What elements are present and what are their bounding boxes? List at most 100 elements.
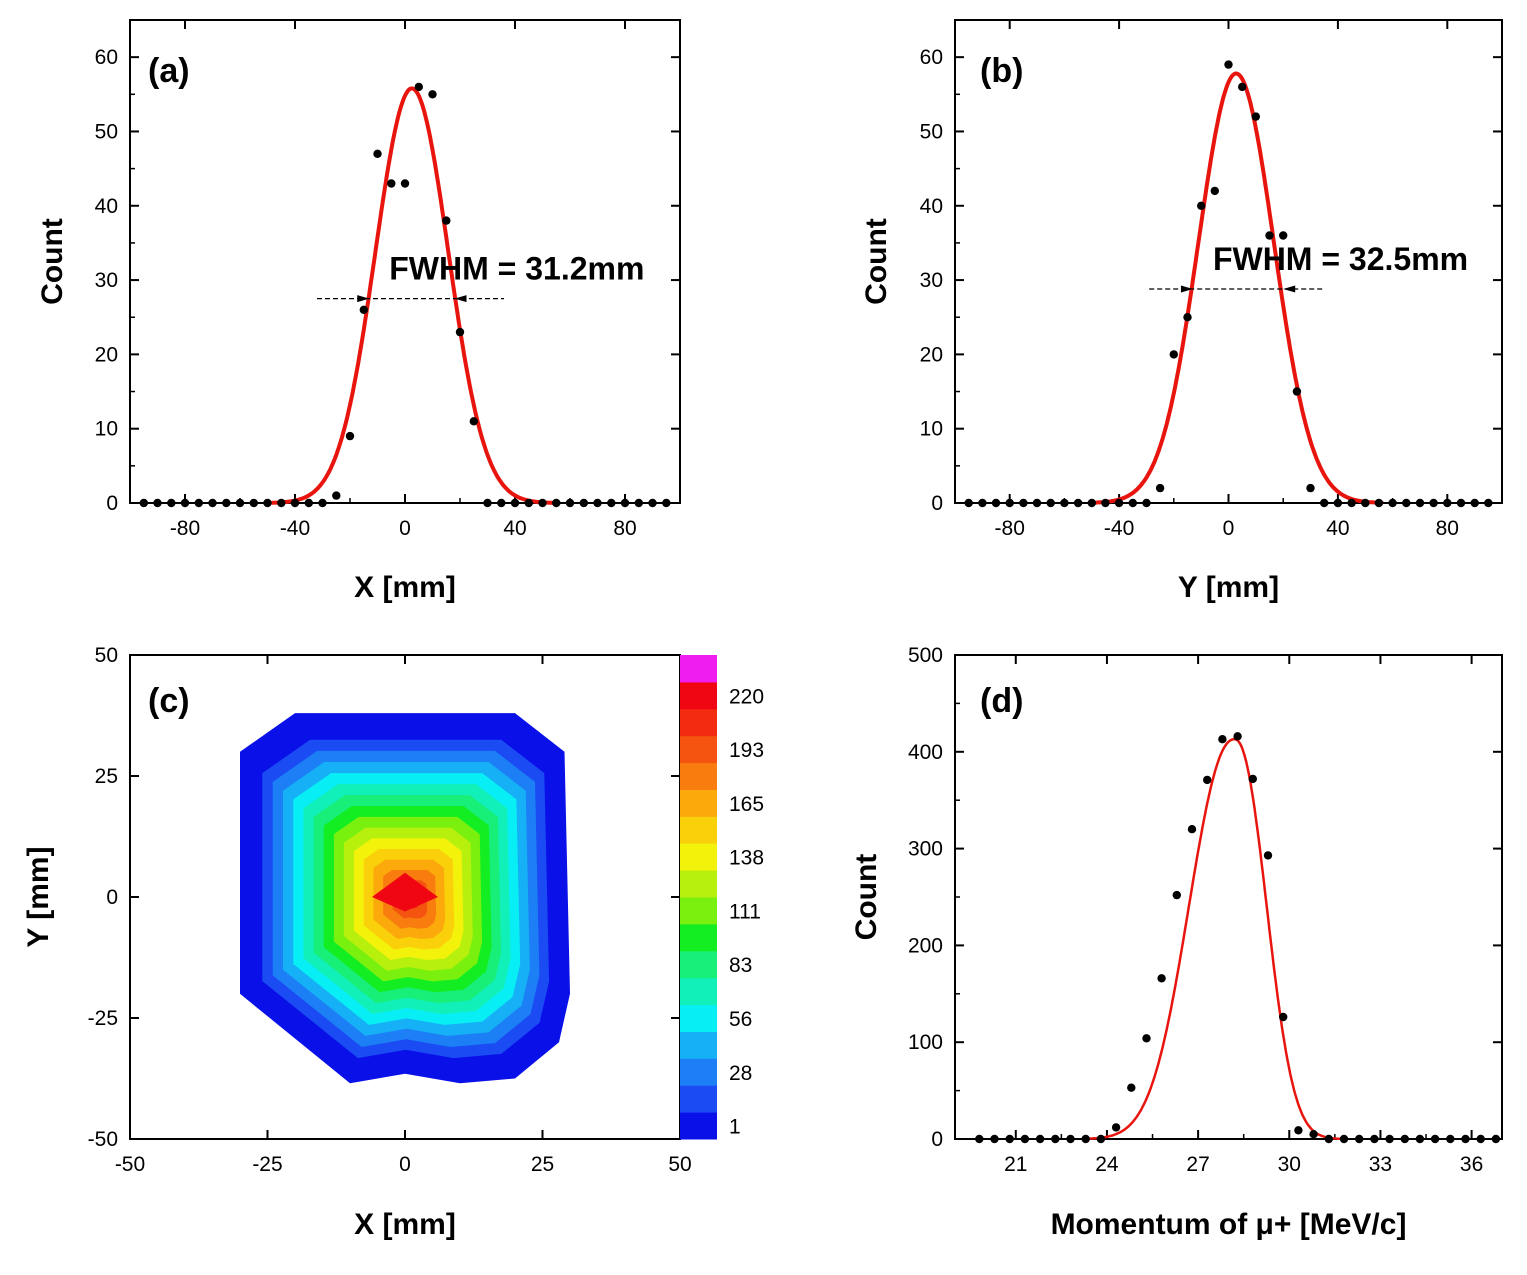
y-tick-label: 30 — [95, 269, 118, 292]
y-tick-label: 40 — [920, 195, 943, 218]
data-point — [1370, 1134, 1379, 1144]
y-axis-label: Count — [850, 854, 883, 941]
x-tick-label: 33 — [1369, 1153, 1392, 1176]
fit-curve — [1084, 737, 1341, 1141]
colorbar-label: 220 — [729, 685, 764, 708]
data-point — [1157, 974, 1166, 983]
fwhm-annotation: FWHM = 32.5mm — [1213, 241, 1468, 277]
colorbar-swatch — [680, 923, 717, 952]
data-point — [1324, 1134, 1334, 1144]
data-point — [1339, 1134, 1349, 1144]
data-point — [139, 498, 148, 508]
data-point — [1155, 483, 1165, 493]
y-tick-label: 100 — [908, 1031, 943, 1054]
y-tick-label: 20 — [95, 343, 118, 366]
data-point — [964, 498, 973, 508]
fwhm-arrowhead-left — [1180, 285, 1193, 293]
data-point — [1142, 1034, 1151, 1043]
data-point — [1005, 1134, 1014, 1144]
y-tick-label: 60 — [920, 46, 943, 69]
x-tick-label: 21 — [1004, 1153, 1027, 1176]
data-point — [1446, 1134, 1455, 1144]
data-point — [1096, 1134, 1106, 1144]
data-point — [1320, 498, 1329, 508]
y-tick-label: 50 — [95, 644, 118, 667]
colorbar-label: 28 — [729, 1062, 752, 1085]
data-point — [1361, 498, 1370, 508]
data-point — [1265, 231, 1274, 240]
data-point — [1060, 498, 1069, 508]
data-point — [455, 327, 465, 337]
colorbar-label: 138 — [729, 847, 764, 870]
data-point — [194, 498, 203, 508]
y-tick-label: 20 — [920, 343, 943, 366]
fit-curve — [1090, 71, 1384, 505]
y-tick-label: 25 — [95, 765, 118, 788]
data-point — [1032, 498, 1042, 508]
data-point — [235, 498, 245, 508]
data-point — [1429, 498, 1438, 508]
data-point — [607, 498, 616, 508]
y-tick-label: 50 — [95, 120, 118, 143]
data-point — [1461, 1134, 1470, 1144]
data-point — [332, 491, 341, 500]
data-point — [1183, 313, 1192, 322]
data-point — [428, 90, 437, 99]
colorbar-swatch — [680, 762, 717, 790]
x-tick-label: 0 — [399, 1153, 411, 1176]
data-point — [400, 179, 410, 188]
x-axis-label: X [mm] — [354, 1208, 456, 1241]
y-axis-label: Y [mm] — [22, 846, 55, 947]
y-tick-label: 400 — [908, 741, 943, 764]
x-tick-label: 80 — [1436, 517, 1459, 540]
data-point — [1128, 498, 1138, 508]
colorbar-swatch — [680, 897, 717, 925]
colorbar-swatch — [680, 816, 717, 844]
y-tick-label: 0 — [931, 1128, 943, 1151]
data-point — [1333, 498, 1343, 508]
colorbar-label: 165 — [729, 793, 764, 816]
y-tick-label: 30 — [920, 269, 943, 292]
y-tick-label: 0 — [106, 886, 118, 909]
data-point — [1415, 498, 1425, 508]
data-point — [153, 498, 162, 508]
panel-a: -80 -40 0 40 80 0 10 20 30 40 50 60 X [mm] Count (a) FW… — [36, 19, 681, 604]
data-point — [1491, 1134, 1501, 1144]
data-point — [290, 498, 300, 508]
peak-cell — [372, 872, 438, 912]
x-tick-label: 50 — [668, 1153, 691, 1176]
data-point — [1415, 1134, 1425, 1144]
y-tick-label: 40 — [95, 195, 118, 218]
fwhm-arrowhead-right — [454, 295, 467, 303]
y-tick-label: 60 — [95, 46, 118, 69]
fwhm-arrowhead-left — [357, 295, 370, 303]
colorbar-swatch — [680, 789, 717, 817]
data-point — [497, 498, 506, 508]
data-point — [1279, 1012, 1288, 1022]
data-point — [634, 498, 643, 508]
x-tick-label: 30 — [1278, 1153, 1301, 1176]
y-tick-label: 50 — [920, 120, 943, 143]
fwhm-arrowhead-right — [1283, 285, 1296, 293]
x-tick-label: 24 — [1095, 1153, 1119, 1176]
data-point — [277, 498, 286, 508]
data-point — [1218, 735, 1227, 744]
data-point — [1066, 1134, 1075, 1144]
colorbar-label: 193 — [729, 739, 764, 762]
data-point — [1385, 1134, 1394, 1144]
y-tick-label: 500 — [908, 644, 943, 667]
data-point — [263, 498, 272, 508]
data-point — [469, 417, 478, 426]
panel-label: (a) — [148, 52, 190, 90]
data-point — [1142, 498, 1151, 508]
data-point — [510, 498, 520, 508]
y-tick-label: 200 — [908, 934, 943, 957]
colorbar-swatch — [680, 950, 717, 979]
data-point — [538, 498, 547, 508]
x-tick-label: 25 — [531, 1153, 554, 1176]
x-axis-label: Y [mm] — [1178, 571, 1279, 604]
data-point — [345, 431, 355, 441]
colorbar-label: 56 — [729, 1008, 752, 1031]
x-tick-label: 0 — [399, 517, 411, 540]
